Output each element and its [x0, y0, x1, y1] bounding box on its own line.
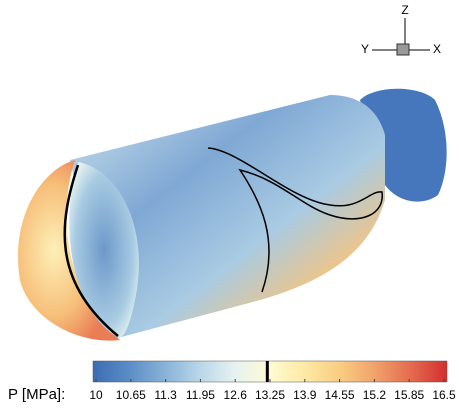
- tick-label: 13.25: [255, 388, 285, 402]
- colorbar: 10 10.65 11.3 11.95 12.6 13.25 13.9 14.55 15.2 15…: [89, 360, 456, 402]
- tick-label: 13.9: [293, 388, 317, 402]
- colorbar-fill: [92, 360, 448, 383]
- contour: [207, 147, 383, 293]
- colorbar-label: P [MPa]:: [8, 386, 65, 403]
- tick-label: 15.85: [394, 388, 424, 402]
- tick-label: 15.2: [363, 388, 387, 402]
- tick-label: 11.3: [154, 388, 177, 402]
- tick-label: 12.6: [224, 388, 248, 402]
- x-label: X: [433, 42, 441, 56]
- triad-cube: [396, 43, 410, 56]
- end-cap: [18, 160, 120, 341]
- tick-label: 16.5: [432, 388, 456, 402]
- z-label: Z: [401, 3, 408, 17]
- tick-label: 10: [89, 388, 103, 402]
- model-view: [18, 88, 447, 341]
- tick-label: 14.55: [325, 388, 355, 402]
- inner-face: [69, 162, 139, 338]
- tick-label: 10.65: [116, 388, 146, 402]
- y-label: Y: [361, 42, 369, 56]
- tick-label: 11.95: [186, 388, 215, 402]
- axis-triad: Z X Y: [361, 3, 441, 56]
- cylinder: [70, 95, 385, 340]
- contour: [63, 164, 119, 337]
